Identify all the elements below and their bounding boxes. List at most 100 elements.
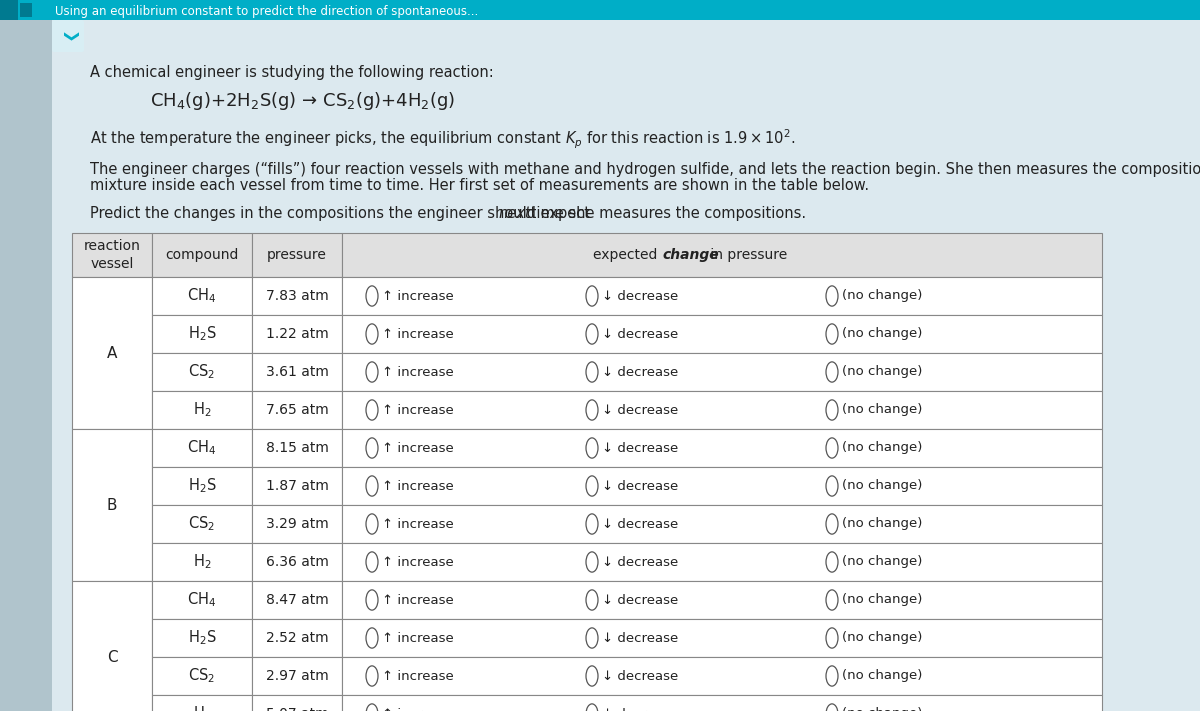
Bar [72,429,152,581]
Ellipse shape [826,362,838,382]
Text: (no change): (no change) [842,404,923,417]
Text: H$_2$: H$_2$ [193,401,211,419]
Bar [152,505,252,543]
Bar [152,353,252,391]
Text: CS$_2$: CS$_2$ [188,515,216,533]
Bar [72,233,152,277]
Ellipse shape [586,438,598,458]
Text: ↓ decrease: ↓ decrease [602,365,678,378]
Bar [252,277,342,315]
Text: reaction
vessel: reaction vessel [84,239,140,271]
Text: ↓ decrease: ↓ decrease [602,404,678,417]
Bar [152,543,252,581]
Bar [152,695,252,711]
Text: A: A [107,346,118,360]
Text: 7.65 atm: 7.65 atm [265,403,329,417]
Ellipse shape [826,286,838,306]
Text: (no change): (no change) [842,365,923,378]
Bar [342,429,1102,467]
Bar [152,277,252,315]
Text: change: change [662,248,719,262]
Bar [252,315,342,353]
Bar [342,391,1102,429]
Text: ❯: ❯ [60,31,76,43]
Text: A chemical engineer is studying the following reaction:: A chemical engineer is studying the foll… [90,65,493,80]
Text: CH$_4$: CH$_4$ [187,439,217,457]
Bar [0,20,52,711]
Text: 2.52 atm: 2.52 atm [265,631,329,645]
Text: (no change): (no change) [842,328,923,341]
Ellipse shape [586,590,598,610]
Text: 2.97 atm: 2.97 atm [265,669,329,683]
Text: ↑ increase: ↑ increase [382,442,454,454]
Bar [252,353,342,391]
Ellipse shape [586,628,598,648]
Text: The engineer charges (“fills”) four reaction vessels with methane and hydrogen s: The engineer charges (“fills”) four reac… [90,162,1200,177]
Text: CS$_2$: CS$_2$ [188,363,216,381]
Bar [342,543,1102,581]
Text: C: C [107,650,118,665]
Ellipse shape [366,704,378,711]
Ellipse shape [586,552,598,572]
Ellipse shape [366,514,378,534]
Text: $\mathregular{CH_4}$(g)+2$\mathregular{H_2}$S(g) → $\mathregular{CS_2}$(g)+4$\ma: $\mathregular{CH_4}$(g)+2$\mathregular{H… [150,90,455,112]
Ellipse shape [586,514,598,534]
Text: (no change): (no change) [842,555,923,569]
Bar [252,429,342,467]
Bar [342,505,1102,543]
Bar [342,233,1102,277]
Text: ↓ decrease: ↓ decrease [602,518,678,530]
Text: compound: compound [166,248,239,262]
Text: 1.87 atm: 1.87 atm [265,479,329,493]
Text: 5.07 atm: 5.07 atm [265,707,329,711]
Text: 7.83 atm: 7.83 atm [265,289,329,303]
Text: (no change): (no change) [842,442,923,454]
Bar [342,657,1102,695]
Bar [252,233,342,277]
Text: ↑ increase: ↑ increase [382,707,454,711]
Bar [152,657,252,695]
Text: ↓ decrease: ↓ decrease [602,289,678,302]
Ellipse shape [366,666,378,686]
Bar [342,353,1102,391]
Text: H$_2$S: H$_2$S [187,629,216,647]
Ellipse shape [826,552,838,572]
Text: H$_2$: H$_2$ [193,705,211,711]
Bar [252,657,342,695]
Bar [152,467,252,505]
Text: ↓ decrease: ↓ decrease [602,707,678,711]
Ellipse shape [366,438,378,458]
Text: ↓ decrease: ↓ decrease [602,328,678,341]
Ellipse shape [586,476,598,496]
Text: ↓ decrease: ↓ decrease [602,594,678,606]
Text: ↓ decrease: ↓ decrease [602,670,678,683]
Text: mixture inside each vessel from time to time. Her first set of measurements are : mixture inside each vessel from time to … [90,178,869,193]
Text: (no change): (no change) [842,479,923,493]
Bar [152,429,252,467]
Text: 6.36 atm: 6.36 atm [265,555,329,569]
Ellipse shape [366,590,378,610]
Text: ↑ increase: ↑ increase [382,518,454,530]
Ellipse shape [586,704,598,711]
Text: ↑ increase: ↑ increase [382,404,454,417]
Text: ↓ decrease: ↓ decrease [602,555,678,569]
Text: H$_2$S: H$_2$S [187,325,216,343]
Text: time she measures the compositions.: time she measures the compositions. [526,206,806,221]
Text: pressure: pressure [268,248,326,262]
Bar [252,695,342,711]
Bar [252,467,342,505]
Text: ↓ decrease: ↓ decrease [602,479,678,493]
Text: (no change): (no change) [842,289,923,302]
Ellipse shape [826,476,838,496]
Bar [0,0,18,20]
Ellipse shape [826,666,838,686]
Text: 3.29 atm: 3.29 atm [265,517,329,531]
Bar [252,391,342,429]
Bar [20,3,32,17]
Bar [152,581,252,619]
Text: CH$_4$: CH$_4$ [187,591,217,609]
Bar [152,391,252,429]
Ellipse shape [586,362,598,382]
Ellipse shape [826,324,838,344]
Text: in pressure: in pressure [706,248,787,262]
